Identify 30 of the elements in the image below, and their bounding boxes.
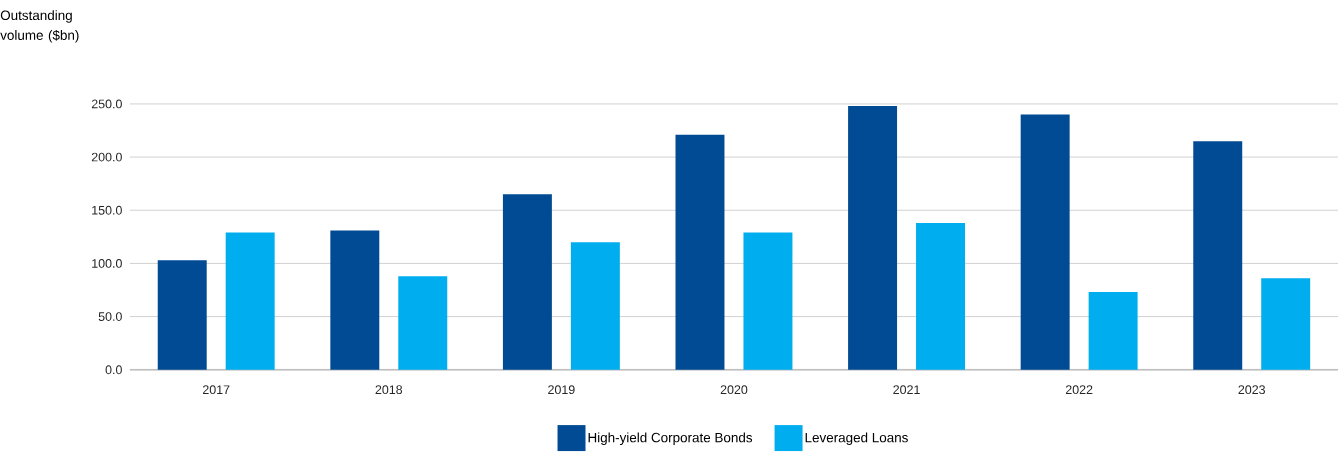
y-axis-title: Outstanding volume ($bn) [0,10,79,43]
x-tick-label: 2021 [893,385,920,395]
bar [675,134,725,370]
x-tick-label: 2019 [548,385,575,395]
y-tick-label: 250.0 [91,99,122,109]
bar [1020,114,1070,370]
bar [502,194,552,370]
bar [848,106,898,370]
legend-label: High-yield Corporate Bonds [588,432,753,446]
x-tick-label: 2018 [375,385,403,395]
bar [157,260,207,370]
y-tick-label: 100.0 [92,259,122,268]
x-tick-label: 2020 [720,385,748,395]
x-tick-label: 2022 [1065,385,1093,395]
bar [330,230,380,370]
x-tick-label: 2023 [1238,385,1266,395]
x-tick-label: 2017 [202,385,230,395]
legend-label: Leveraged Loans [805,432,908,446]
y-tick-label: 50.0 [98,312,122,322]
bar [570,242,620,370]
bar [1261,278,1311,370]
bar [225,232,275,370]
y-tick-label: 200.0 [91,152,122,162]
y-tick-label: 0.0 [105,365,122,375]
y-tick-label: 150.0 [92,206,122,215]
bar [1088,292,1138,370]
bar [743,232,793,370]
bar [916,223,966,370]
bar [398,276,448,370]
bar [1193,141,1243,370]
